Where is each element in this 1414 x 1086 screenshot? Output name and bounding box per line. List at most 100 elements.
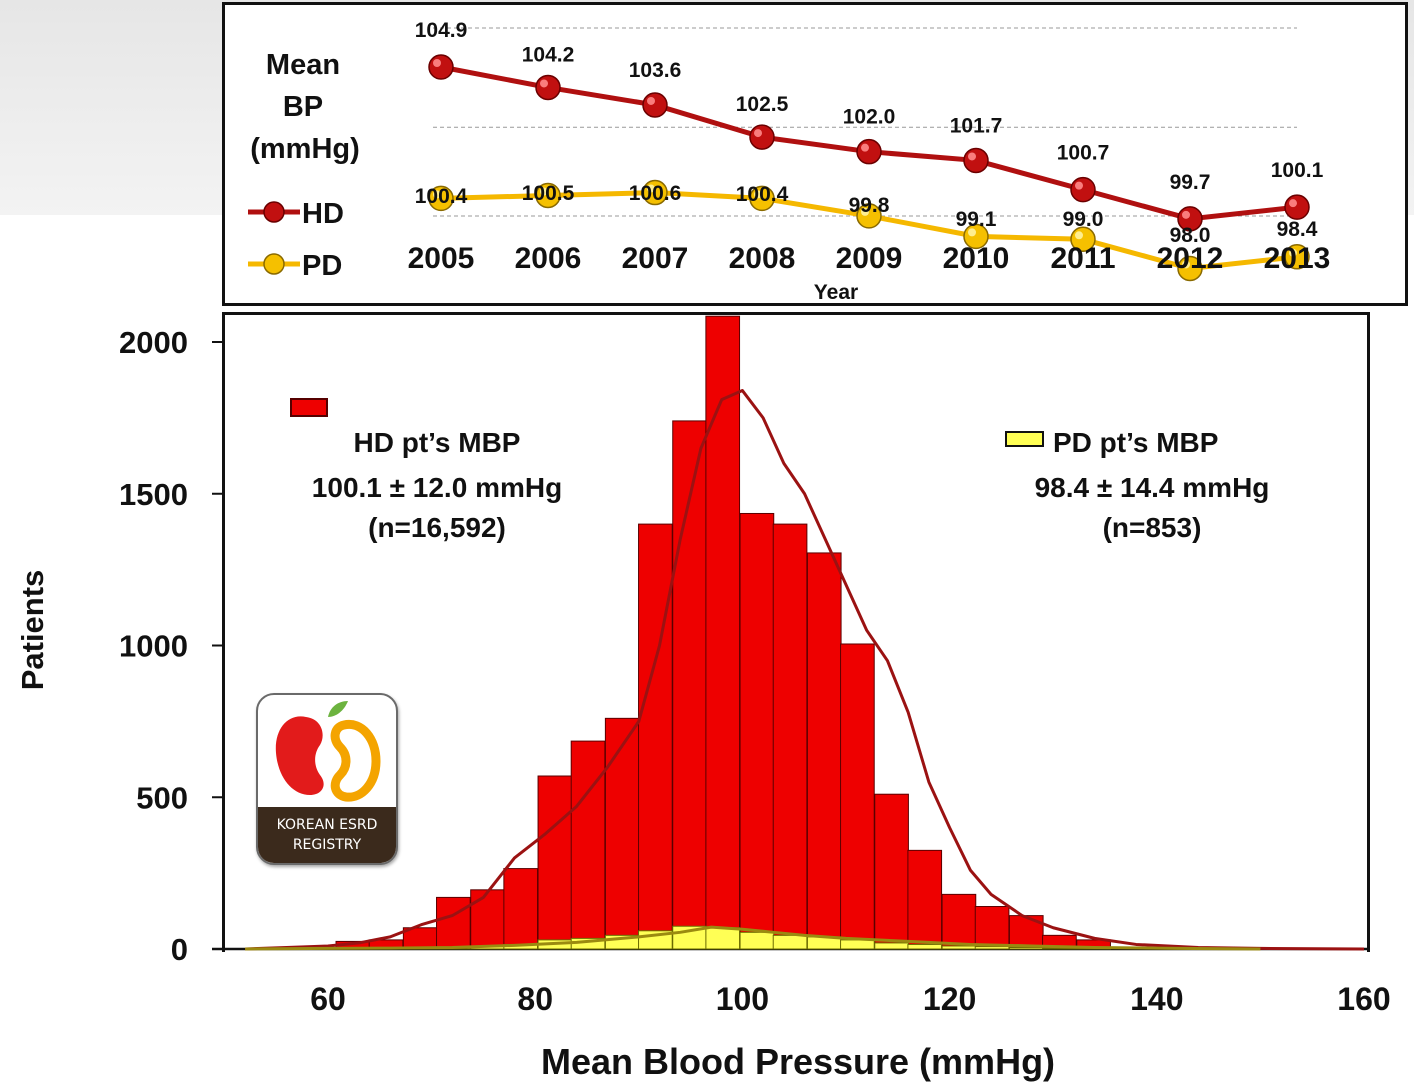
- inset-data-label-pd: 99.8: [849, 194, 890, 217]
- inset-point-highlight: [968, 228, 976, 237]
- histogram-ylabel: Patients: [15, 570, 50, 691]
- pd-histogram-bar: [974, 946, 1010, 950]
- histogram-x-tick-label: 140: [1130, 981, 1183, 1017]
- inset-data-label-hd: 102.0: [843, 106, 896, 129]
- density-curve-hd: [245, 389, 1365, 951]
- pd-legend-swatch: [1005, 431, 1044, 447]
- inset-xlabel: Year: [814, 281, 858, 304]
- hd-histogram-bar: [941, 893, 977, 950]
- pd-histogram-bar: [907, 943, 943, 950]
- inset-point-highlight: [754, 190, 762, 199]
- inset-data-label-pd: 99.1: [956, 208, 997, 231]
- inset-data-label-pd: 100.4: [415, 185, 468, 208]
- inset-point-highlight: [1075, 231, 1083, 240]
- inset-x-tick-label: 2009: [836, 242, 903, 275]
- logo-caption: KOREAN ESRD REGISTRY: [258, 807, 396, 863]
- inset-point-highlight: [1182, 210, 1190, 219]
- inset-point-hd: [535, 74, 561, 101]
- histogram-y-tick-label: 0: [171, 932, 188, 967]
- pd-histogram-bar: [840, 939, 875, 950]
- inset-point-hd: [642, 92, 668, 118]
- inset-x-tick-label: 2011: [1050, 242, 1115, 275]
- pd-annotation-n: (n=853): [1103, 512, 1202, 543]
- inset-legend-label-hd: HD: [302, 198, 344, 230]
- inset-ylabel-line-1: Mean: [266, 49, 340, 81]
- pd-histogram-bar: [739, 931, 775, 950]
- hd-annotation-stats: 100.1 ± 12.0 mmHg: [312, 472, 562, 503]
- inset-data-label-pd: 100.6: [629, 182, 682, 205]
- hd-histogram-bar: [503, 868, 539, 950]
- hd-histogram-bar: [436, 896, 471, 950]
- inset-data-label-hd: 100.1: [1271, 159, 1324, 182]
- inset-point-highlight: [1289, 248, 1297, 257]
- inset-data-label-hd: 99.7: [1170, 171, 1211, 194]
- hd-histogram-bar: [705, 315, 741, 950]
- inset-data-label-pd: 98.0: [1170, 224, 1211, 247]
- pd-annotation-stats: 98.4 ± 14.4 mmHg: [1035, 472, 1270, 503]
- inset-point-highlight: [754, 129, 762, 138]
- hd-histogram-bar: [638, 523, 673, 950]
- inset-data-label-pd: 99.0: [1063, 208, 1104, 231]
- hd-annotation-title: HD pt’s MBP: [354, 427, 521, 458]
- inset-x-tick-label: 2007: [622, 242, 689, 275]
- inset-line-chart: Mean BP (mmHg) Year 104.9 104.2 103.6 102.5…: [248, 19, 1330, 304]
- hd-histogram-bar: [537, 775, 573, 950]
- pd-annotation-title: PD pt’s MBP: [1053, 427, 1218, 458]
- inset-chart-frame: [222, 2, 1408, 306]
- hd-histogram-bar: [840, 643, 875, 950]
- inset-point-hd: [856, 138, 882, 165]
- histogram-y-tick-label: 1000: [119, 629, 188, 664]
- inset-x-tick-label: 2005: [408, 242, 475, 275]
- inset-data-label-hd: 102.5: [736, 93, 789, 116]
- inset-point-hd: [963, 147, 989, 174]
- inset-x-tick-label: 2008: [729, 242, 796, 275]
- inset-legend-marker-hd: [263, 201, 285, 223]
- inset-legend-marker-pd: [263, 253, 285, 275]
- hd-annotation-n: (n=16,592): [368, 512, 506, 543]
- histogram-x-tick-label: 120: [923, 981, 976, 1017]
- inset-x-tick-label: 2012: [1157, 242, 1224, 275]
- pd-histogram-bar: [705, 927, 741, 950]
- inset-point-highlight: [647, 96, 655, 105]
- inset-x-tick-label: 2006: [515, 242, 582, 275]
- inset-point-highlight: [861, 207, 869, 216]
- hd-legend-swatch: [290, 398, 328, 417]
- inset-point-hd: [749, 124, 775, 150]
- hd-histogram-bar: [470, 889, 505, 950]
- histogram-y-tick-label: 500: [136, 780, 188, 815]
- hd-histogram-bar: [907, 849, 943, 950]
- inset-data-label-hd: 100.7: [1057, 142, 1110, 165]
- histogram-y-tick-label: 1500: [119, 477, 188, 512]
- inset-data-label-hd: 101.7: [950, 114, 1003, 137]
- pd-histogram-bar: [772, 934, 808, 950]
- inset-data-label-hd: 103.6: [629, 59, 682, 82]
- inset-data-label-pd: 100.4: [736, 183, 789, 206]
- hd-histogram-bar: [604, 717, 640, 950]
- inset-point-highlight: [968, 152, 976, 161]
- pd-histogram-bar: [941, 945, 977, 950]
- inset-point-highlight: [540, 79, 548, 88]
- inset-data-label-hd: 104.9: [415, 19, 468, 42]
- hd-histogram-bar: [806, 552, 842, 950]
- hd-histogram-bar: [672, 420, 707, 950]
- inset-legend-label-pd: PD: [302, 250, 342, 282]
- inset-ylabel-line-2: BP: [283, 91, 323, 123]
- inset-point-highlight: [1075, 181, 1083, 190]
- histogram-x-tick-label: 160: [1337, 981, 1390, 1017]
- inset-data-label-pd: 100.5: [522, 182, 575, 205]
- hd-histogram-bar: [772, 523, 808, 950]
- histogram-x-tick-label: 80: [517, 981, 553, 1017]
- inset-point-hd: [1284, 194, 1310, 220]
- inset-point-hd: [428, 54, 454, 80]
- pd-histogram-bar: [874, 942, 909, 950]
- inset-point-highlight: [433, 59, 441, 67]
- histogram-frame: [222, 312, 1370, 952]
- inset-point-hd: [1070, 176, 1096, 203]
- inset-ylabel-line-3: (mmHg): [250, 133, 360, 165]
- inset-x-tick-label: 2010: [943, 242, 1010, 275]
- inset-point-highlight: [647, 184, 655, 193]
- hd-histogram-bar: [570, 740, 606, 950]
- histogram-y-tick-label: 2000: [119, 325, 188, 360]
- inset-point-highlight: [540, 187, 548, 196]
